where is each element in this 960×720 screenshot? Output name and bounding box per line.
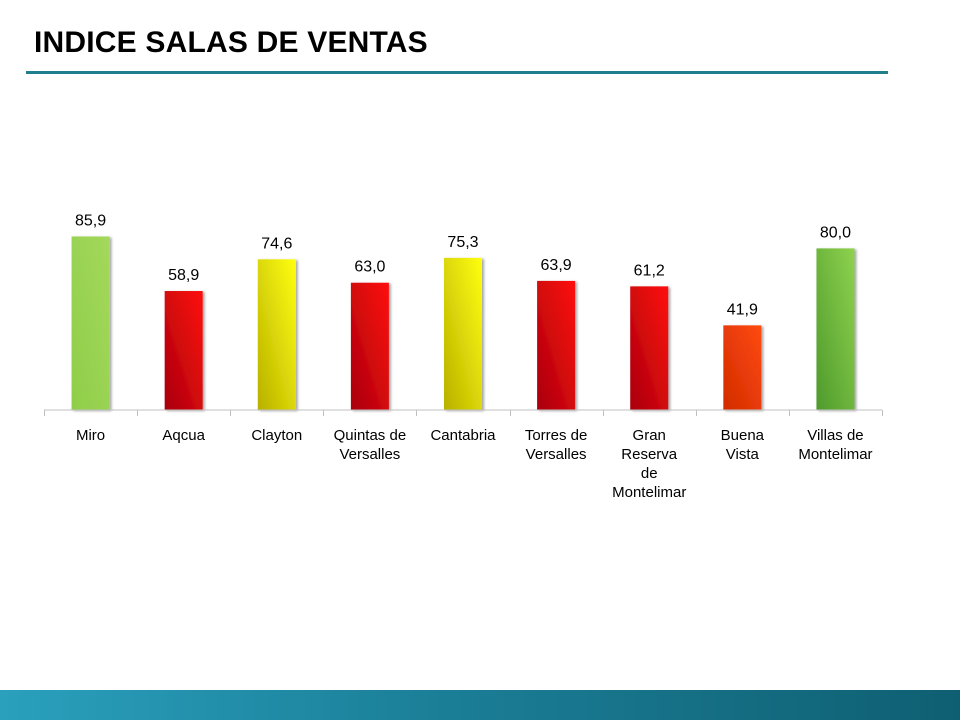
x-tick-label-line: Reserva — [621, 446, 678, 463]
x-tick-label-line: Montelimar — [798, 446, 872, 463]
data-label: 85,9 — [75, 212, 106, 229]
x-tick-label: Cantabria — [430, 427, 496, 444]
page-title: INDICE SALAS DE VENTAS — [34, 26, 428, 59]
axis-layer — [44, 409, 883, 416]
x-tick-label: Aqcua — [162, 427, 205, 444]
x-tick-label-line: Clayton — [251, 427, 302, 444]
x-tick-label-line: de — [641, 465, 658, 482]
x-tick-label: Quintas de Versalles — [334, 427, 407, 463]
data-label: 63,0 — [354, 259, 385, 276]
data-label: 75,3 — [447, 234, 478, 251]
bar — [164, 291, 203, 410]
x-tick-label-line: Versalles — [339, 446, 400, 463]
data-label: 58,9 — [168, 267, 199, 284]
labels-layer: 85,9 Miro 58,9 Aqcua 74,6 Clayton 63,0 Quintas … — [75, 212, 873, 501]
x-tick-label: Buena Vista — [721, 427, 765, 463]
bar — [630, 286, 669, 410]
x-tick-label-line: Montelimar — [612, 484, 686, 501]
x-tick-label-line: Buena — [721, 427, 765, 444]
x-tick-label: Villas de Montelimar — [798, 427, 872, 463]
bar — [723, 325, 762, 410]
x-tick-label-line: Miro — [76, 427, 105, 444]
x-tick-label-line: Aqcua — [162, 427, 205, 444]
x-tick-label-line: Villas de — [807, 427, 863, 444]
data-label: 63,9 — [541, 257, 572, 274]
data-label: 61,2 — [634, 262, 665, 279]
x-tick-label-line: Gran — [633, 427, 666, 444]
data-label: 74,6 — [261, 235, 292, 252]
bar — [350, 282, 389, 410]
title-underline — [26, 71, 888, 74]
x-tick-label-line: Quintas de — [334, 427, 407, 444]
x-tick-label: Miro — [76, 427, 105, 444]
x-tick-label-line: Cantabria — [430, 427, 496, 444]
bar — [537, 280, 576, 410]
x-tick-label: Gran Reserva de Montelimar — [612, 427, 686, 501]
x-tick-label: Clayton — [251, 427, 302, 444]
x-tick-label-line: Torres de — [525, 427, 588, 444]
bars-layer — [71, 236, 855, 410]
data-label: 41,9 — [727, 301, 758, 318]
bar — [257, 259, 296, 410]
x-tick-label: Torres de Versalles — [525, 427, 588, 463]
x-tick-label-line: Vista — [726, 446, 760, 463]
bar — [444, 257, 482, 410]
bar — [71, 236, 110, 410]
footer-bar — [0, 690, 960, 720]
bar — [816, 248, 855, 410]
x-tick-label-line: Versalles — [526, 446, 587, 463]
data-label: 80,0 — [820, 224, 851, 241]
